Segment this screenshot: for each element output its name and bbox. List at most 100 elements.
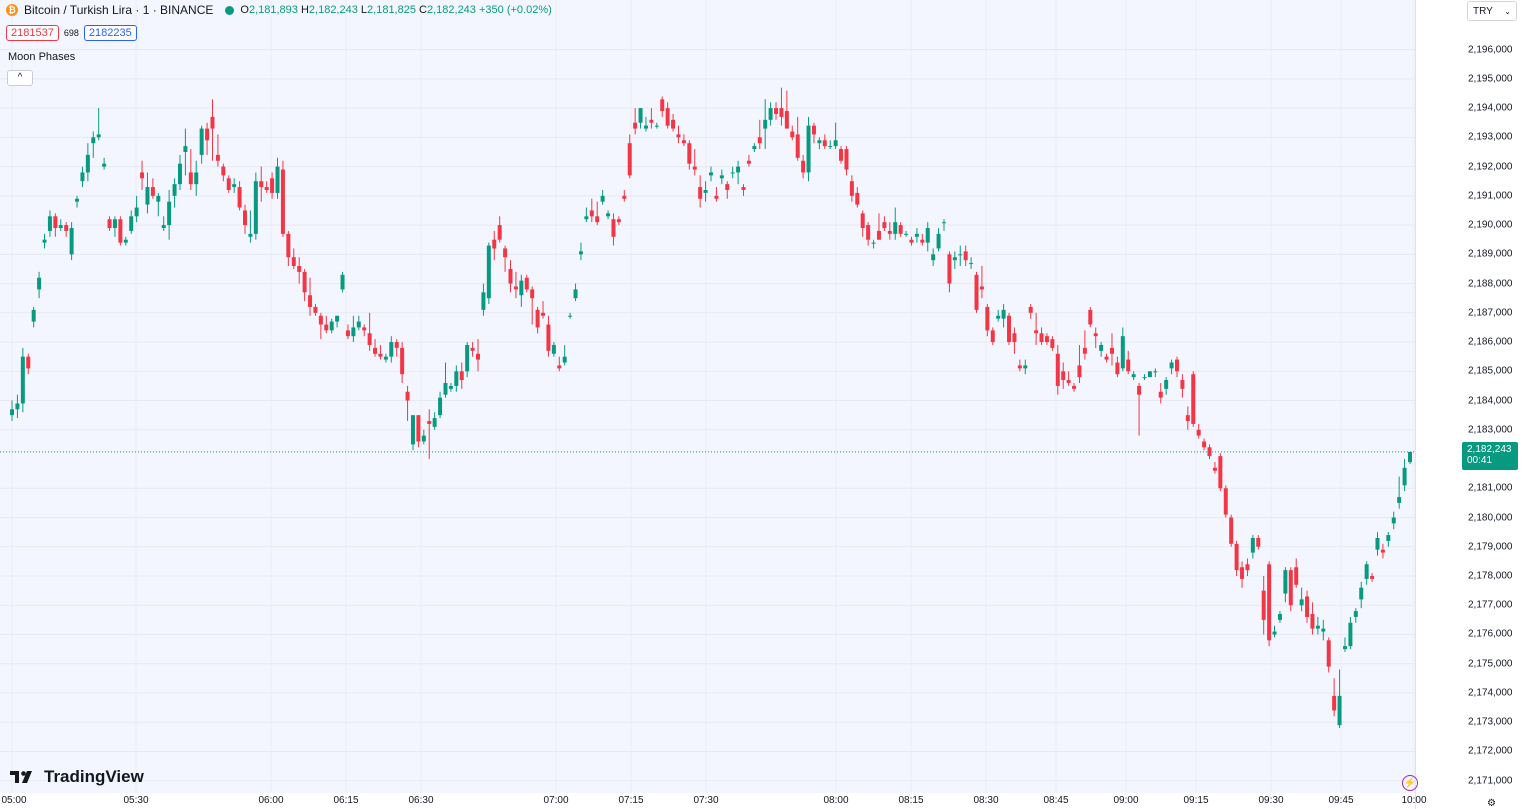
candle[interactable] <box>172 178 177 208</box>
candle[interactable] <box>64 222 69 237</box>
candle[interactable] <box>1142 374 1147 381</box>
candle[interactable] <box>373 339 378 357</box>
candle[interactable] <box>270 172 275 199</box>
candle[interactable] <box>188 149 193 190</box>
candle[interactable] <box>291 248 296 269</box>
candle[interactable] <box>15 394 20 419</box>
candle[interactable] <box>253 172 258 240</box>
candle[interactable] <box>990 327 995 345</box>
candle[interactable] <box>275 157 280 199</box>
candle[interactable] <box>985 304 990 337</box>
candle[interactable] <box>904 230 909 237</box>
candle[interactable] <box>681 134 686 147</box>
candle[interactable] <box>161 216 166 231</box>
candle[interactable] <box>1342 637 1347 653</box>
candle[interactable] <box>790 125 795 141</box>
candle[interactable] <box>421 429 426 445</box>
candle[interactable] <box>649 108 654 129</box>
candle[interactable] <box>795 116 800 161</box>
candle[interactable] <box>1164 377 1169 395</box>
candle[interactable] <box>1375 532 1380 556</box>
candle[interactable] <box>20 347 25 413</box>
candle[interactable] <box>1267 561 1272 647</box>
candle[interactable] <box>931 248 936 267</box>
candle[interactable] <box>568 312 573 319</box>
candle[interactable] <box>551 342 556 357</box>
candle[interactable] <box>1332 678 1337 717</box>
candle[interactable] <box>844 146 849 176</box>
candle[interactable] <box>703 181 708 202</box>
candle[interactable] <box>974 271 979 313</box>
candle[interactable] <box>1229 514 1234 547</box>
candle[interactable] <box>31 306 36 328</box>
candle[interactable] <box>75 195 80 208</box>
candle[interactable] <box>259 166 264 202</box>
candle[interactable] <box>1202 438 1207 451</box>
candle[interactable] <box>1072 382 1077 392</box>
candle[interactable] <box>345 324 350 340</box>
candle[interactable] <box>719 169 724 185</box>
candle[interactable] <box>860 210 865 237</box>
candle[interactable] <box>286 230 291 267</box>
candle[interactable] <box>535 306 540 334</box>
candle[interactable] <box>855 187 860 208</box>
candle[interactable] <box>47 210 52 237</box>
candle[interactable] <box>1277 611 1282 623</box>
candle[interactable] <box>10 400 14 422</box>
candle[interactable] <box>665 102 670 129</box>
candle[interactable] <box>1272 625 1277 638</box>
candle[interactable] <box>622 189 627 202</box>
candle[interactable] <box>1380 543 1385 559</box>
candle[interactable] <box>112 216 117 237</box>
candle[interactable] <box>1099 342 1104 357</box>
candle[interactable] <box>410 415 415 451</box>
candle[interactable] <box>822 134 827 150</box>
candle[interactable] <box>1153 368 1158 378</box>
candle[interactable] <box>96 108 101 141</box>
candle[interactable] <box>156 192 161 217</box>
candle[interactable] <box>595 201 600 226</box>
candle[interactable] <box>1218 453 1223 492</box>
candle[interactable] <box>1408 451 1412 465</box>
candle[interactable] <box>237 181 242 211</box>
candle[interactable] <box>362 324 367 337</box>
candle[interactable] <box>958 245 963 267</box>
candle[interactable] <box>1175 356 1179 378</box>
candle[interactable] <box>378 344 383 360</box>
candle[interactable] <box>1012 327 1017 354</box>
candle[interactable] <box>1147 371 1152 378</box>
candle[interactable] <box>102 157 107 170</box>
candle[interactable] <box>438 391 443 419</box>
candle[interactable] <box>1261 575 1266 635</box>
candle[interactable] <box>746 154 751 167</box>
candle[interactable] <box>1310 602 1315 635</box>
candle[interactable] <box>264 181 269 193</box>
candle[interactable] <box>584 207 589 223</box>
candle[interactable] <box>606 210 611 220</box>
candle[interactable] <box>562 344 567 366</box>
market-status-icon[interactable] <box>225 5 235 15</box>
candle[interactable] <box>329 318 334 334</box>
candle[interactable] <box>725 181 730 199</box>
candle[interactable] <box>215 134 220 167</box>
candle[interactable] <box>578 242 583 261</box>
candle[interactable] <box>1353 608 1358 623</box>
candle[interactable] <box>427 409 432 460</box>
candle[interactable] <box>1093 327 1098 348</box>
candle[interactable] <box>936 228 941 252</box>
candle[interactable] <box>318 312 323 340</box>
candle[interactable] <box>671 113 676 132</box>
candle[interactable] <box>405 385 410 422</box>
candle[interactable] <box>969 257 974 269</box>
candle[interactable] <box>205 122 210 155</box>
candle[interactable] <box>443 362 448 398</box>
candle[interactable] <box>774 102 779 120</box>
candle[interactable] <box>1055 344 1060 395</box>
candle[interactable] <box>817 137 822 150</box>
candle[interactable] <box>1017 359 1022 372</box>
candle[interactable] <box>530 286 535 325</box>
candle[interactable] <box>914 228 919 243</box>
symbol-title[interactable]: Bitcoin / Turkish Lira · 1 · BINANCE <box>24 3 214 17</box>
candle[interactable] <box>308 277 313 316</box>
candle[interactable] <box>1109 333 1114 366</box>
